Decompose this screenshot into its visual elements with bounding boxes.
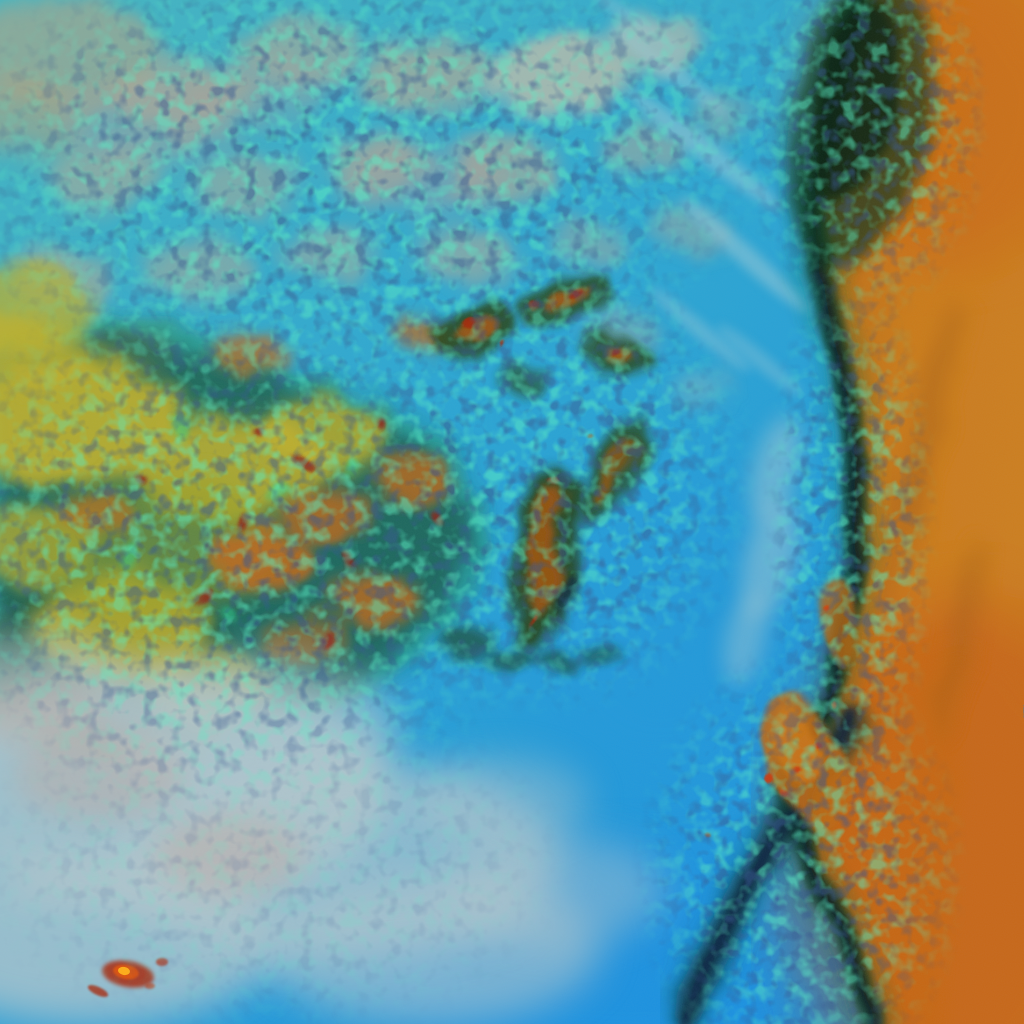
grain-overlay: [0, 0, 1024, 1024]
satellite-screenshot: [0, 0, 1024, 1024]
satellite-image: [0, 0, 1024, 1024]
